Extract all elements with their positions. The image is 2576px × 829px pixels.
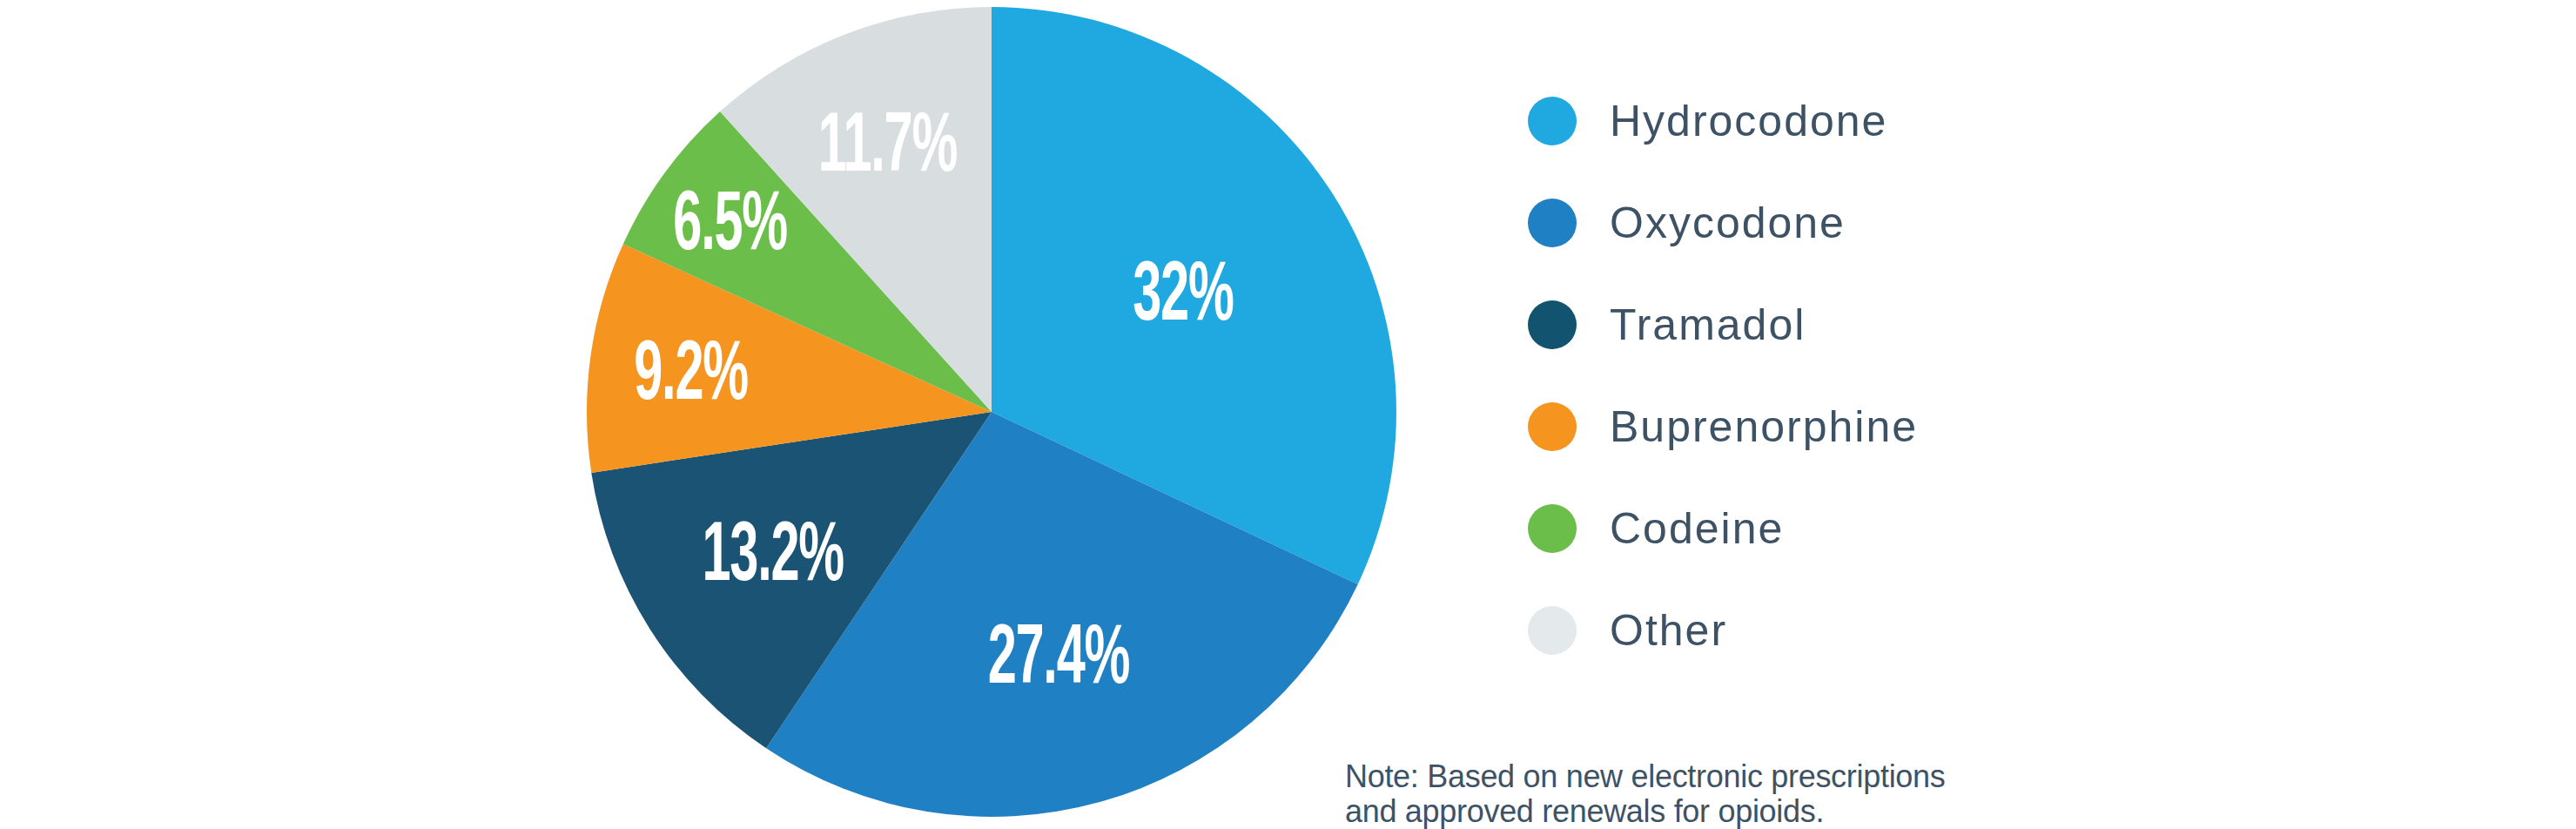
legend-item-hydrocodone: Hydrocodone	[1528, 97, 1918, 145]
slice-label-buprenorphine: 9.2%	[634, 323, 748, 416]
slice-label-hydrocodone: 32%	[1133, 244, 1233, 337]
legend-dot-oxycodone	[1528, 199, 1577, 247]
slice-label-tramadol: 13.2%	[702, 504, 844, 597]
legend-label: Buprenorphine	[1610, 401, 1918, 452]
legend-item-oxycodone: Oxycodone	[1528, 199, 1918, 247]
slice-label-other: 11.7%	[818, 95, 957, 188]
legend-item-buprenorphine: Buprenorphine	[1528, 402, 1918, 451]
legend-item-codeine: Codeine	[1528, 504, 1918, 553]
legend-item-tramadol: Tramadol	[1528, 300, 1918, 349]
legend-label: Oxycodone	[1610, 198, 1846, 248]
note-line-1: Note: Based on new electronic prescripti…	[1345, 759, 1945, 794]
legend-item-other: Other	[1528, 606, 1918, 655]
legend-dot-tramadol	[1528, 300, 1577, 349]
legend-dot-hydrocodone	[1528, 97, 1577, 145]
legend: Hydrocodone Oxycodone Tramadol Buprenorphin…	[1528, 97, 1918, 708]
slice-label-codeine: 6.5%	[673, 174, 787, 267]
legend-label: Other	[1610, 605, 1727, 656]
legend-dot-codeine	[1528, 504, 1577, 553]
opioid-prescriptions-pie-figure: 32% 27.4% 13.2% 9.2% 6.5% 11.7% Hydrocodone Ox…	[0, 0, 2576, 829]
slice-label-oxycodone: 27.4%	[988, 607, 1130, 700]
legend-label: Hydrocodone	[1610, 96, 1887, 146]
note: Note: Based on new electronic prescripti…	[1345, 759, 1945, 829]
legend-label: Tramadol	[1610, 300, 1806, 350]
legend-dot-buprenorphine	[1528, 402, 1577, 451]
legend-dot-other	[1528, 606, 1577, 655]
pie-chart: 32% 27.4% 13.2% 9.2% 6.5% 11.7%	[0, 0, 2576, 829]
note-line-2: and approved renewals for opioids.	[1345, 794, 1945, 829]
legend-label: Codeine	[1610, 503, 1784, 554]
